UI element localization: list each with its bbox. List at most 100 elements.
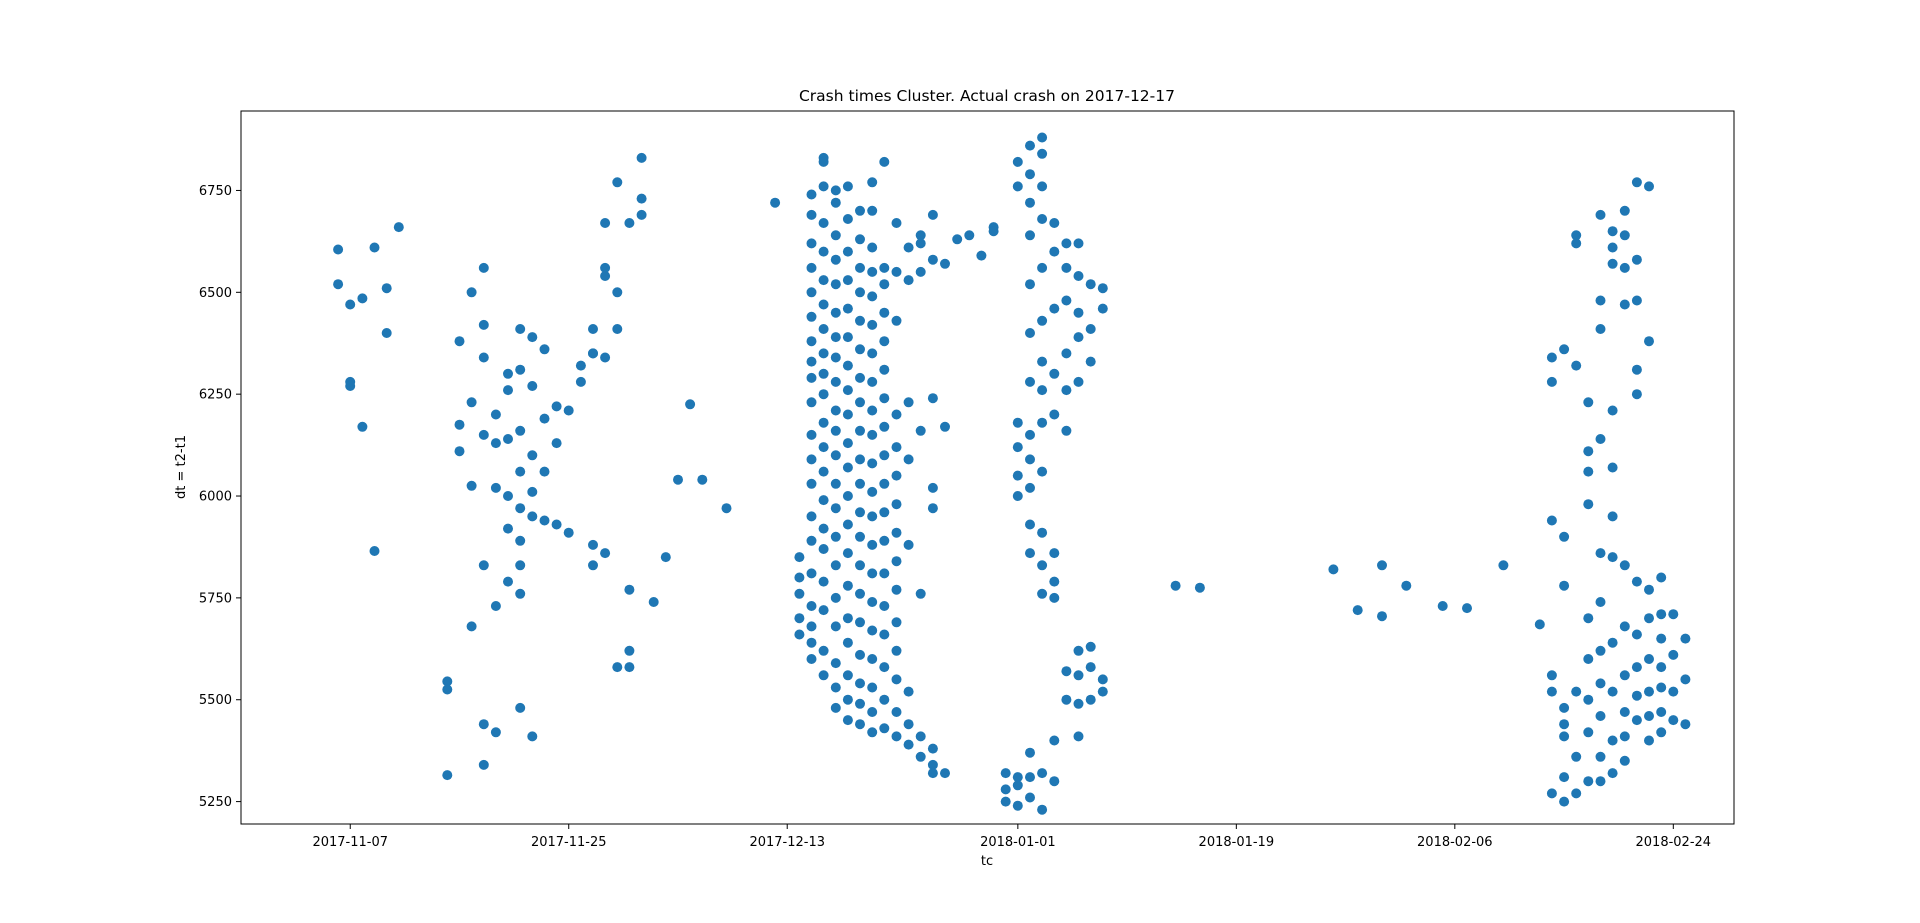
scatter-point [1644,181,1654,192]
y-axis-ticks: 5250 5500 5750 6000 6250 6500 6750 [199,184,241,810]
scatter-point [515,324,526,334]
scatter-point [539,466,550,477]
scatter-point [1595,209,1606,220]
scatter-point [1037,385,1048,396]
chart-title: Crash times Cluster. Actual crash on 201… [799,87,1175,105]
scatter-point [1607,462,1618,473]
scatter-point [879,364,890,375]
scatter-point [830,332,841,343]
scatter-point [842,548,853,559]
scatter-point [1546,352,1557,363]
scatter-point [830,254,841,265]
scatter-point [1595,548,1606,559]
scatter-point [915,751,926,762]
scatter-point [806,189,817,200]
scatter-point [842,670,853,681]
plot-frame [240,110,1735,825]
scatter-point [806,535,817,546]
scatter-point [612,287,623,298]
x-tick-label: 2018-02-24 [1636,835,1712,850]
scatter-point [879,694,890,705]
scatter-point [515,425,526,436]
scatter-point [867,348,878,359]
scatter-point [891,442,902,453]
scatter-point [1607,768,1618,779]
scatter-point [867,486,878,497]
scatter-point [830,702,841,713]
scatter-point [842,409,853,420]
scatter-point [818,181,829,192]
scatter-point [891,315,902,326]
scatter-point [891,584,902,595]
x-tick-label: 2018-02-06 [1417,835,1493,850]
scatter-point [636,152,647,163]
scatter-point [527,450,538,461]
scatter-point [855,205,865,216]
scatter-point [1619,670,1630,681]
scatter-point [1644,613,1654,624]
scatter-point [369,546,380,556]
scatter-point [1595,434,1606,444]
scatter-point [855,478,865,489]
scatter-point [818,495,829,506]
scatter-point [879,601,890,611]
scatter-point [1037,588,1048,599]
scatter-point [855,397,865,408]
scatter-point [891,731,902,742]
scatter-point [551,519,562,530]
y-tick-label: 6000 [199,490,232,505]
scatter-point [903,739,914,750]
scatter-point [1583,694,1594,705]
scatter-point [855,315,865,326]
scatter-point [345,299,356,310]
scatter-point [1607,226,1618,237]
scatter-point [527,381,538,391]
scatter-point [490,727,501,738]
scatter-point [539,344,550,355]
scatter-point [1000,768,1011,779]
scatter-point [842,580,853,591]
scatter-point [1631,254,1642,265]
scatter-point [879,478,890,489]
scatter-point [855,262,865,273]
y-tick-label: 6750 [199,184,232,199]
scatter-point [867,727,878,738]
scatter-point [842,715,853,726]
scatter-point [818,156,829,167]
scatter-point [1644,654,1654,664]
scatter-point [1644,735,1654,746]
scatter-point [915,238,926,249]
scatter-point [915,588,926,599]
scatter-point [1559,731,1570,742]
scatter-point [1073,376,1084,387]
scatter-point [1559,580,1570,591]
scatter-point [1025,279,1035,290]
scatter-point [867,319,878,330]
scatter-point [1668,649,1679,660]
scatter-point [818,368,829,379]
scatter-point [1656,609,1667,620]
scatter-point [1049,409,1060,420]
scatter-point [1073,238,1084,249]
scatter-point [1559,719,1570,730]
scatter-point [1656,633,1667,644]
scatter-point [879,507,890,518]
scatter-point [1037,315,1048,326]
scatter-point [1668,609,1679,620]
scatter-point [818,645,829,656]
scatter-point [503,368,513,379]
scatter-points [333,132,1691,815]
scatter-point [952,234,963,245]
scatter-point [466,287,477,298]
scatter-point [903,686,914,697]
scatter-point [1644,336,1654,347]
scatter-point [1037,527,1048,538]
scatter-point [527,486,538,497]
scatter-point [563,405,574,416]
scatter-point [927,768,938,779]
scatter-point [806,429,817,440]
scatter-point [588,539,598,550]
scatter-point [1607,242,1618,253]
scatter-point [855,719,865,730]
scatter-point [1631,690,1642,701]
